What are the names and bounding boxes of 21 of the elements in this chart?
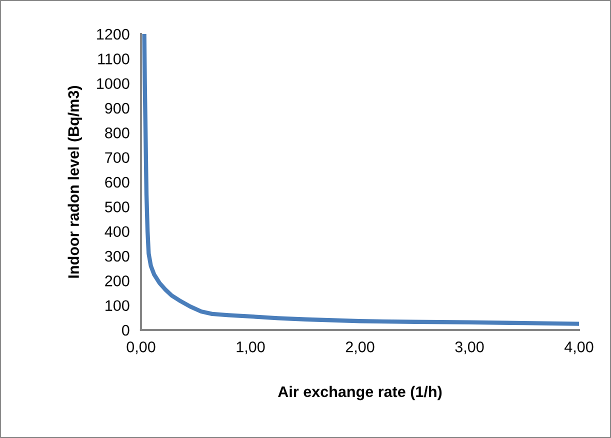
x-axis-title: Air exchange rate (1/h) bbox=[278, 386, 442, 400]
y-tick-label: 400 bbox=[104, 226, 130, 238]
y-tick-label: 100 bbox=[106, 300, 130, 312]
x-tick-label: 4,00 bbox=[564, 342, 594, 354]
y-tick-label: 700 bbox=[105, 152, 130, 164]
y-tick-label: 1200 bbox=[97, 28, 130, 40]
y-tick-label: 1000 bbox=[97, 78, 130, 90]
x-tick-label: 2,00 bbox=[346, 342, 374, 354]
x-tick-label: 1,00 bbox=[236, 342, 265, 354]
y-tick-label: 900 bbox=[105, 102, 130, 114]
y-tick-label: 0 bbox=[122, 324, 130, 336]
x-tick-label: 3,00 bbox=[455, 342, 484, 354]
y-axis-title: Indoor radon level (Bq/m3) bbox=[68, 86, 82, 278]
y-tick-label: 500 bbox=[105, 202, 130, 212]
x-tick-label: 0,00 bbox=[126, 342, 156, 354]
line-series bbox=[142, 34, 579, 326]
y-tick-label: 200 bbox=[105, 276, 130, 286]
y-tick-label: 300 bbox=[104, 250, 130, 262]
y-tick-label: 1100 bbox=[98, 54, 130, 64]
y-tick-label: 800 bbox=[105, 128, 130, 138]
y-tick-label: 600 bbox=[105, 176, 130, 188]
